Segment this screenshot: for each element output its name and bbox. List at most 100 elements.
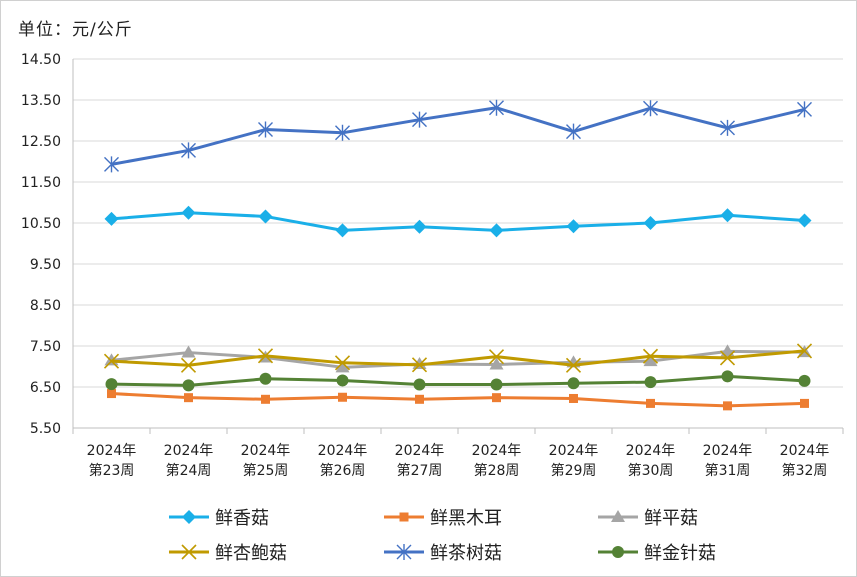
data-point <box>411 357 428 373</box>
data-point <box>489 357 504 370</box>
y-tick-label: 7.50 <box>30 339 61 355</box>
data-point <box>415 394 424 404</box>
series-5 <box>105 370 811 392</box>
data-point <box>796 343 813 359</box>
data-point <box>643 100 658 117</box>
data-point <box>798 374 811 387</box>
data-point <box>105 378 118 391</box>
series-line <box>111 374 805 387</box>
series-line <box>111 106 805 166</box>
x-tick-label: 2024年第32周 <box>780 443 830 479</box>
legend-marker <box>612 546 624 558</box>
data-point <box>723 401 732 411</box>
legend-marker <box>181 544 197 560</box>
y-tick-label: 9.50 <box>30 257 61 273</box>
data-point <box>259 372 272 385</box>
x-tick-label: 2024年第28周 <box>472 443 522 479</box>
data-point <box>720 119 735 136</box>
legend-marker <box>182 510 196 524</box>
legend-label: 鲜杏鲍菇 <box>215 543 287 564</box>
data-point <box>567 377 580 390</box>
unit-label: 单位：元/公斤 <box>18 20 133 40</box>
data-point <box>258 121 273 138</box>
y-tick-label: 5.50 <box>30 421 61 437</box>
series-line <box>111 392 805 408</box>
data-point <box>181 345 196 358</box>
data-point <box>797 101 812 118</box>
data-point <box>104 156 119 173</box>
y-tick-label: 11.50 <box>21 175 61 191</box>
x-tick-label: 2024年第29周 <box>549 443 599 479</box>
data-point <box>181 205 196 220</box>
data-point <box>492 393 501 403</box>
legend-label: 鲜金针菇 <box>644 543 716 564</box>
data-point <box>182 379 195 392</box>
data-point <box>719 350 736 366</box>
data-point <box>797 213 812 228</box>
data-point <box>643 216 658 230</box>
series-1 <box>107 389 809 411</box>
data-point <box>338 392 347 402</box>
data-point <box>107 389 116 399</box>
data-point <box>488 349 505 365</box>
y-tick-label: 6.50 <box>30 380 61 396</box>
legend-label: 鲜平菇 <box>644 508 698 529</box>
legend-marker <box>396 544 412 560</box>
data-point <box>721 370 734 383</box>
data-point <box>334 355 351 371</box>
legend-item: 鲜平菇 <box>598 508 698 529</box>
data-point <box>565 357 582 373</box>
data-point <box>490 378 503 391</box>
data-point <box>489 99 504 116</box>
data-point <box>258 209 273 224</box>
data-point <box>335 360 350 373</box>
y-tick-label: 8.50 <box>30 298 61 314</box>
data-point <box>566 219 581 234</box>
series-4 <box>104 99 812 173</box>
legend-marker <box>611 510 625 522</box>
legend-item: 鲜黑木耳 <box>384 508 502 529</box>
data-point <box>261 394 270 404</box>
y-tick-label: 10.50 <box>21 216 61 232</box>
data-point <box>412 111 427 128</box>
data-point <box>720 208 735 223</box>
series-0 <box>104 205 812 238</box>
data-point <box>180 357 197 373</box>
legend-label: 鲜茶树菇 <box>430 543 502 564</box>
data-point <box>413 378 426 391</box>
data-point <box>566 123 581 140</box>
data-point <box>335 124 350 141</box>
data-point <box>644 376 657 389</box>
legend-item: 鲜杏鲍菇 <box>169 543 287 564</box>
legend-item: 鲜茶树菇 <box>384 543 502 564</box>
x-tick-label: 2024年第23周 <box>87 443 137 479</box>
y-tick-label: 13.50 <box>21 93 61 109</box>
legend-item: 鲜香菇 <box>169 508 269 529</box>
data-point <box>646 398 655 408</box>
data-point <box>335 223 350 238</box>
data-point <box>184 393 193 403</box>
legend-marker <box>399 512 409 522</box>
data-point <box>642 348 659 364</box>
legend-item: 鲜金针菇 <box>598 543 716 564</box>
x-tick-label: 2024年第26周 <box>318 443 368 479</box>
legend-label: 鲜黑木耳 <box>430 508 502 529</box>
y-tick-label: 12.50 <box>21 134 61 150</box>
x-tick-label: 2024年第27周 <box>395 443 445 479</box>
data-point <box>412 219 427 234</box>
data-point <box>104 211 119 226</box>
series-line <box>111 211 805 232</box>
data-point <box>257 348 274 364</box>
data-point <box>336 374 349 387</box>
x-tick-label: 2024年第25周 <box>241 443 291 479</box>
data-point <box>489 223 504 238</box>
x-tick-label: 2024年第24周 <box>164 443 214 479</box>
legend-label: 鲜香菇 <box>215 508 269 529</box>
data-point <box>569 393 578 403</box>
data-point <box>643 354 658 367</box>
data-point <box>181 142 196 159</box>
x-tick-label: 2024年第31周 <box>703 443 753 479</box>
series-line <box>111 349 805 367</box>
